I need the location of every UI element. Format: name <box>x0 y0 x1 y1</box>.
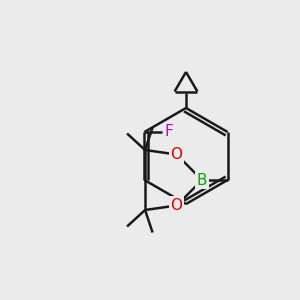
Text: O: O <box>171 147 183 162</box>
Text: F: F <box>164 124 173 140</box>
Text: O: O <box>171 198 183 213</box>
Text: B: B <box>197 172 207 188</box>
